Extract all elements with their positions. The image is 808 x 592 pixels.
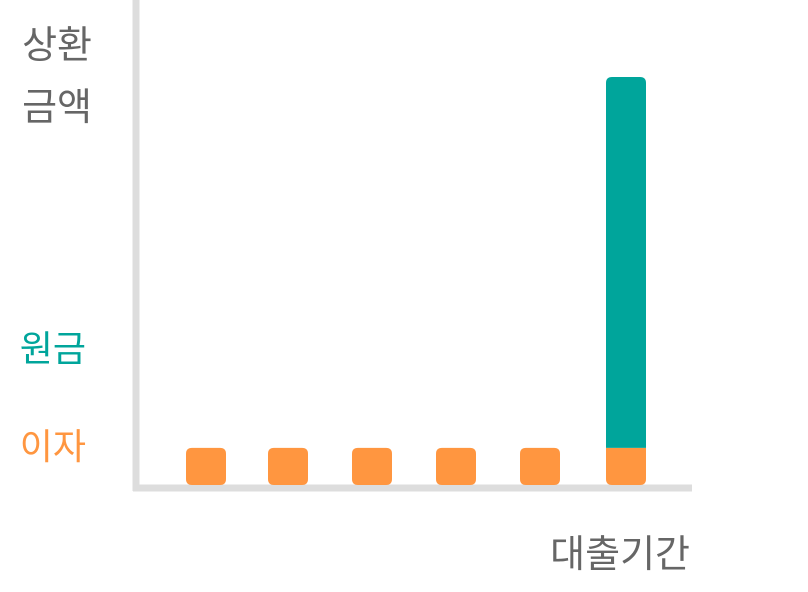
- legend-interest: 이자: [19, 427, 86, 468]
- bar-4-interest: [436, 447, 476, 485]
- bar-2-interest: [268, 447, 308, 485]
- bar-6-interest: [606, 447, 646, 485]
- y-axis-label-line-1: 상환: [22, 23, 92, 67]
- legend-principal: 원금: [19, 329, 86, 370]
- y-axis-label: 상환 금액: [0, 14, 92, 138]
- bar-3-interest: [352, 447, 392, 485]
- x-axis-label: 대출기간: [550, 532, 690, 576]
- bar-5-interest: [520, 447, 560, 485]
- y-axis-label-line-2: 금액: [22, 85, 92, 129]
- bar-1-interest: [186, 447, 226, 485]
- bar-6-principal: [606, 77, 646, 448]
